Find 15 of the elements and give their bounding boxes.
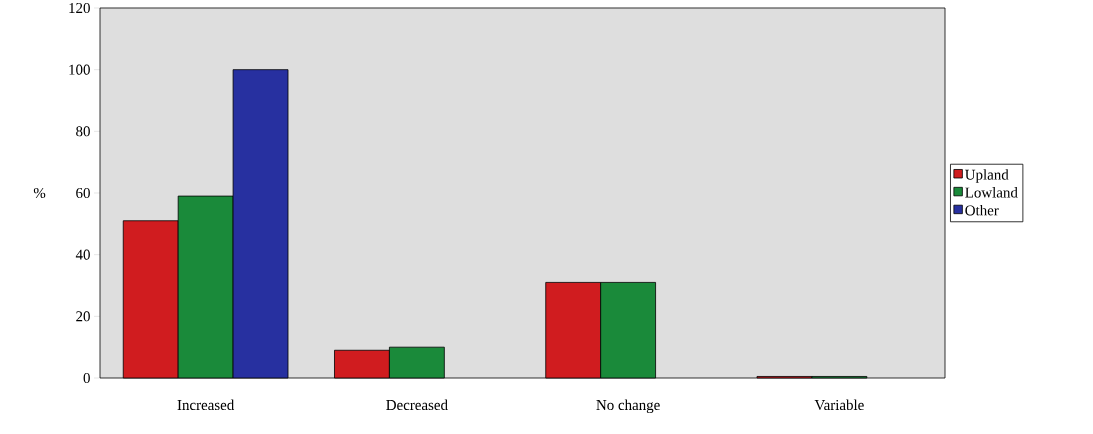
- y-tick-label: 20: [76, 311, 90, 322]
- y-tick-label: 40: [75, 249, 90, 260]
- y-axis-title: %: [33, 187, 46, 199]
- y-tick-label: 100: [69, 64, 90, 75]
- x-tick-label: Decreased: [386, 399, 448, 411]
- y-tick-label: 0: [83, 372, 90, 384]
- x-tick-label: Variable: [814, 399, 864, 411]
- x-tick-label: Increased: [177, 399, 235, 411]
- x-tick-label: No change: [596, 399, 660, 414]
- legend-label: Upland: [965, 169, 1009, 183]
- legend-label: Other: [965, 204, 999, 216]
- y-tick-label: 80: [76, 126, 90, 137]
- legend-label: Lowland: [965, 187, 1018, 198]
- y-tick-label: 60: [76, 187, 90, 199]
- y-tick-label: 120: [69, 2, 90, 14]
